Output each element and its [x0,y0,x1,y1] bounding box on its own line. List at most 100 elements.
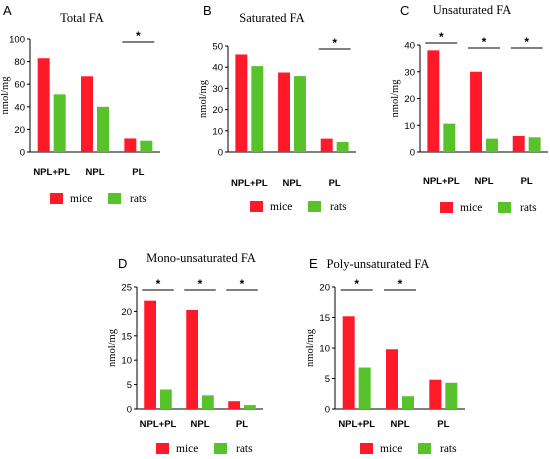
legend-swatch-mice [360,443,373,454]
legend-label-mice: mice [176,443,198,455]
legend-swatch-mice [50,193,63,204]
x-tick-label: NPL+PL [338,419,375,430]
chart-panel-e: E Poly-unsaturated FA nmol/mg 0 5 10 15 20 NPL+P… [305,256,465,455]
x-tick-label: PL [329,178,341,189]
y-tick-label: 10 [319,344,330,355]
significance-star: * [398,277,403,291]
legend-swatch-rats [308,201,321,212]
bar-mice-pl [320,138,333,152]
y-tick-label: 20 [121,307,132,318]
legend-label-rats: rats [330,201,347,213]
x-tick-label: PL [437,419,449,430]
chart-panel-a: A Total FA nmol/mg 0 20 40 60 80 100 NPL+PL NPL PL *… [0,3,160,205]
y-axis-label: nmol/mg [0,76,11,115]
x-tick-label: NPL [391,419,410,430]
chart-title: Unsaturated FA [433,3,512,17]
y-tick-label: 0 [410,148,415,159]
y-tick-label: 10 [121,356,132,367]
chart-title: Mono-unsaturated FA [146,251,256,265]
x-tick-label: NPL+PL [140,419,177,430]
legend-swatch-mice [440,202,453,213]
y-axis-label: nmol/mg [107,328,118,367]
y-tick-label: 20 [14,125,25,136]
bar-rats-npl [402,396,414,409]
bar-rats-npl [486,138,498,152]
bar-rats-npl [294,76,306,152]
bar-rats-npl [97,106,109,152]
x-tick-label: NPL+PL [231,178,268,189]
y-tick-label: 40 [14,102,25,113]
y-tick-label: 100 [9,35,25,46]
bar-mice-npl-pl [342,316,355,409]
y-tick-label: 25 [121,283,132,294]
legend-label-rats: rats [130,193,147,205]
y-axis-label: nmol/mg [305,328,316,367]
bar-mice-npl-pl [37,58,50,152]
significance-star: * [524,35,529,49]
legend-label-rats: rats [440,443,457,455]
bar-mice-npl [470,71,482,152]
y-tick-label: 80 [14,57,25,68]
x-tick-label: PL [236,419,248,430]
y-tick-label: 10 [404,121,415,132]
y-tick-label: 40 [212,63,223,74]
panel-letter: B [203,3,212,18]
y-tick-label: 5 [325,374,330,385]
bar-rats-npl-pl [443,123,456,152]
x-tick-label: PL [132,167,144,178]
legend-label-mice: mice [70,193,92,205]
bar-mice-pl [512,135,525,152]
significance-star: * [198,277,203,291]
y-tick-label: 20 [319,283,330,294]
legend-label-mice: mice [460,202,482,214]
y-tick-label: 0 [218,148,223,159]
chart-panel-b: B Saturated FA nmol/mg 0 10 20 30 40 50 NPL+PL NPL… [198,3,356,213]
y-tick-label: 30 [212,84,223,95]
bar-mice-pl [228,401,240,409]
y-tick-label: 30 [404,67,415,78]
panel-letter: A [3,3,12,18]
bar-rats-npl-pl [251,66,264,152]
bar-mice-pl [124,138,137,152]
x-tick-label: NPL+PL [423,176,460,187]
bar-mice-npl-pl [235,54,248,153]
legend-label-mice: mice [380,443,402,455]
y-tick-label: 20 [212,105,223,116]
x-tick-label: NPL [86,167,105,178]
bar-mice-npl [278,72,290,152]
bar-rats-pl [528,137,541,152]
chart-title: Total FA [60,11,104,25]
y-axis-label: nmol/mg [198,79,209,118]
y-tick-label: 5 [127,380,132,391]
significance-star: * [482,35,487,49]
x-tick-label: PL [521,176,533,187]
legend-swatch-rats [108,193,121,204]
chart-title: Poly-unsaturated FA [327,257,430,271]
y-tick-label: 15 [319,313,330,324]
y-tick-label: 0 [20,148,25,159]
y-tick-label: 0 [127,405,132,416]
chart-panel-d: D Mono-unsaturated FA nmol/mg 0 5 10 15 20 25 NPL… [107,251,263,455]
y-tick-label: 10 [212,126,223,137]
panel-letter: D [118,256,127,271]
legend-swatch-mice [156,443,169,454]
bar-mice-npl [386,349,398,409]
bar-mice-npl-pl [427,50,440,152]
x-tick-label: NPL [191,419,210,430]
bar-rats-npl [202,395,214,409]
significance-star: * [156,277,161,291]
chart-panel-c: C Unsaturated FA nmol/mg 0 10 20 30 40 NPL+PL * NP… [390,3,548,214]
x-tick-label: NPL [283,178,302,189]
panel-letter: C [400,3,409,18]
y-tick-label: 60 [14,80,25,91]
bar-mice-pl [429,379,442,409]
y-tick-label: 0 [325,405,330,416]
significance-star: * [240,277,245,291]
bar-rats-pl [336,142,349,152]
significance-star: * [354,277,359,291]
significance-star: * [332,36,337,50]
x-tick-label: NPL+PL [33,167,70,178]
y-tick-label: 40 [404,41,415,52]
y-tick-label: 15 [121,331,132,342]
significance-star: * [136,29,141,43]
